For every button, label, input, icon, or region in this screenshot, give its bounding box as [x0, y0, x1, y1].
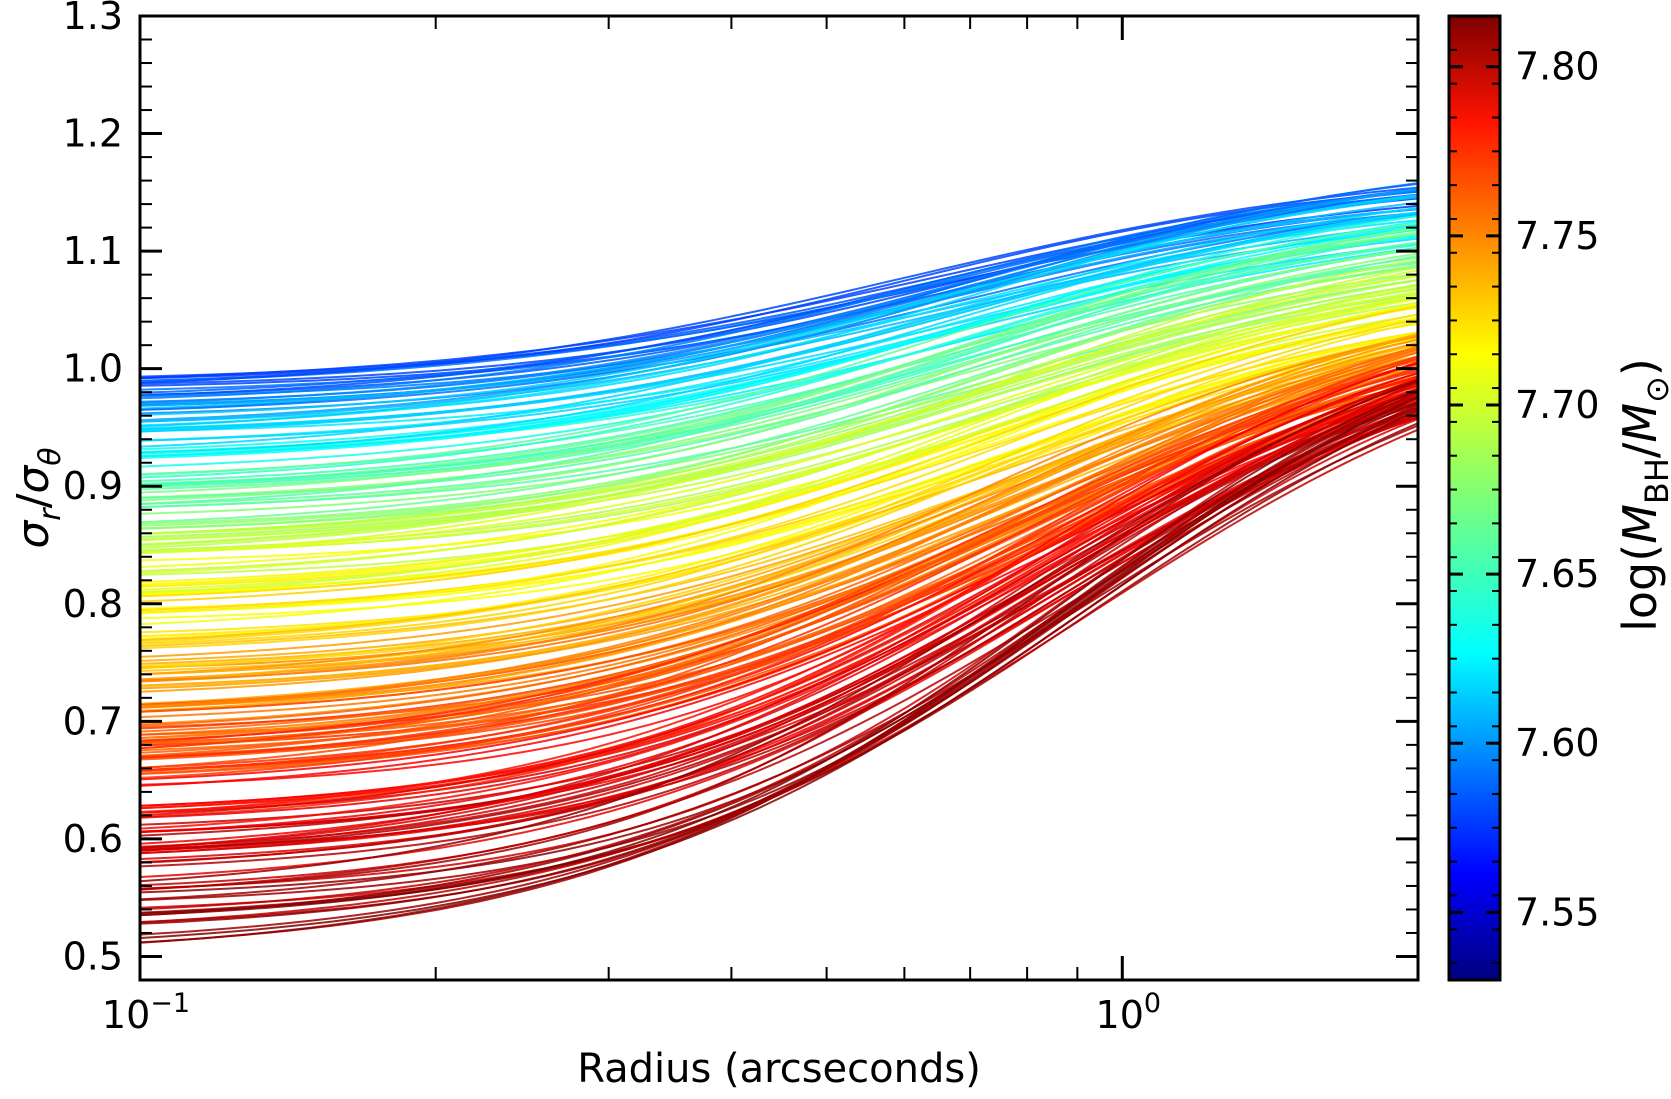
x-tick-label: 100 [1096, 988, 1162, 1037]
series-line [140, 335, 1418, 650]
y-tick-label: 1.2 [63, 112, 123, 156]
series-line [140, 355, 1418, 772]
series-line [140, 207, 1418, 416]
series-line [140, 347, 1418, 709]
series-line [140, 231, 1418, 494]
series-line [140, 256, 1418, 506]
series-line [140, 424, 1418, 901]
y-tick-label: 0.6 [63, 817, 123, 861]
series-line [140, 228, 1418, 423]
series-line [140, 252, 1418, 502]
series-line [140, 284, 1418, 515]
series-line [140, 254, 1418, 524]
series-line [140, 294, 1418, 595]
series-line [140, 244, 1418, 483]
series-line [140, 290, 1418, 591]
series-line [140, 286, 1418, 554]
series-line [140, 241, 1418, 505]
colorbar-tick-label: 7.65 [1515, 552, 1600, 596]
y-tick-label: 0.7 [63, 699, 123, 743]
series-line [140, 206, 1418, 448]
y-axis-title: σr/σθ [8, 447, 68, 548]
series-line [140, 361, 1418, 807]
series-line [140, 214, 1418, 455]
colorbar-tick-label: 7.80 [1515, 45, 1600, 89]
series-line [140, 382, 1418, 814]
series-line [140, 234, 1418, 459]
series-line [140, 395, 1418, 944]
series-line [140, 335, 1418, 683]
series-line [140, 306, 1418, 554]
colorbar-tick-label: 7.75 [1515, 214, 1600, 258]
series-line [140, 275, 1418, 555]
series-line [140, 222, 1418, 476]
series-line [140, 358, 1418, 769]
series-line [140, 366, 1418, 739]
series-line [140, 347, 1418, 708]
series-line [140, 306, 1418, 574]
series-line [140, 379, 1418, 883]
plot-frame [138, 14, 1420, 982]
series-line [140, 384, 1418, 849]
y-tick-label: 1.1 [63, 229, 123, 273]
series-line [140, 337, 1418, 626]
series-line [140, 187, 1418, 422]
series-line [140, 304, 1418, 603]
y-tick-label: 0.9 [63, 464, 123, 508]
series-line [140, 279, 1418, 527]
series-line [140, 331, 1418, 598]
series-line [140, 318, 1418, 645]
series-line [140, 389, 1418, 917]
series-line [140, 211, 1418, 411]
series-line [140, 380, 1418, 891]
series-line [140, 350, 1418, 709]
y-tick-label: 0.8 [63, 582, 123, 626]
colorbar-tick-label: 7.60 [1515, 721, 1600, 765]
colorbar-title: log(MBH/M⊙) [1613, 358, 1671, 632]
series-line [140, 363, 1418, 757]
series-line [140, 357, 1418, 647]
y-tick-label: 1.0 [63, 347, 123, 391]
series-line [140, 357, 1418, 773]
series-line [140, 362, 1418, 750]
series-line [140, 375, 1418, 818]
series-line [140, 409, 1418, 939]
series-line [140, 288, 1418, 538]
series-line [140, 359, 1418, 712]
series-line [140, 414, 1418, 864]
series-line [140, 208, 1418, 383]
series-line [140, 401, 1418, 925]
series-line [140, 331, 1418, 640]
colorbar-tick-label: 7.70 [1515, 383, 1600, 427]
series-line [140, 341, 1418, 693]
axis-ticks: 0.5 0.6 0.7 0.8 0.9 1.0 1.1 1.2 1.3 10−1 100 [63, 0, 1419, 1037]
series-line [140, 303, 1418, 615]
y-tick-label: 1.3 [63, 0, 123, 38]
series-line [140, 371, 1418, 819]
series-line [140, 232, 1418, 488]
colorbar-tick-label: 7.55 [1515, 890, 1600, 934]
series-line [140, 346, 1418, 682]
series-line [140, 266, 1418, 530]
colorbar [1447, 14, 1502, 982]
y-tick-label: 0.5 [63, 934, 123, 978]
data-lines [140, 182, 1418, 944]
series-line [140, 196, 1418, 428]
x-axis-title: Radius (arcseconds) [577, 1046, 981, 1092]
colorbar-ticks: 7.55 7.60 7.65 7.70 7.75 7.80 [1449, 15, 1600, 965]
x-tick-label: 10−1 [102, 988, 190, 1037]
series-line [140, 186, 1418, 384]
series-line [140, 188, 1418, 396]
series-line [140, 318, 1418, 562]
